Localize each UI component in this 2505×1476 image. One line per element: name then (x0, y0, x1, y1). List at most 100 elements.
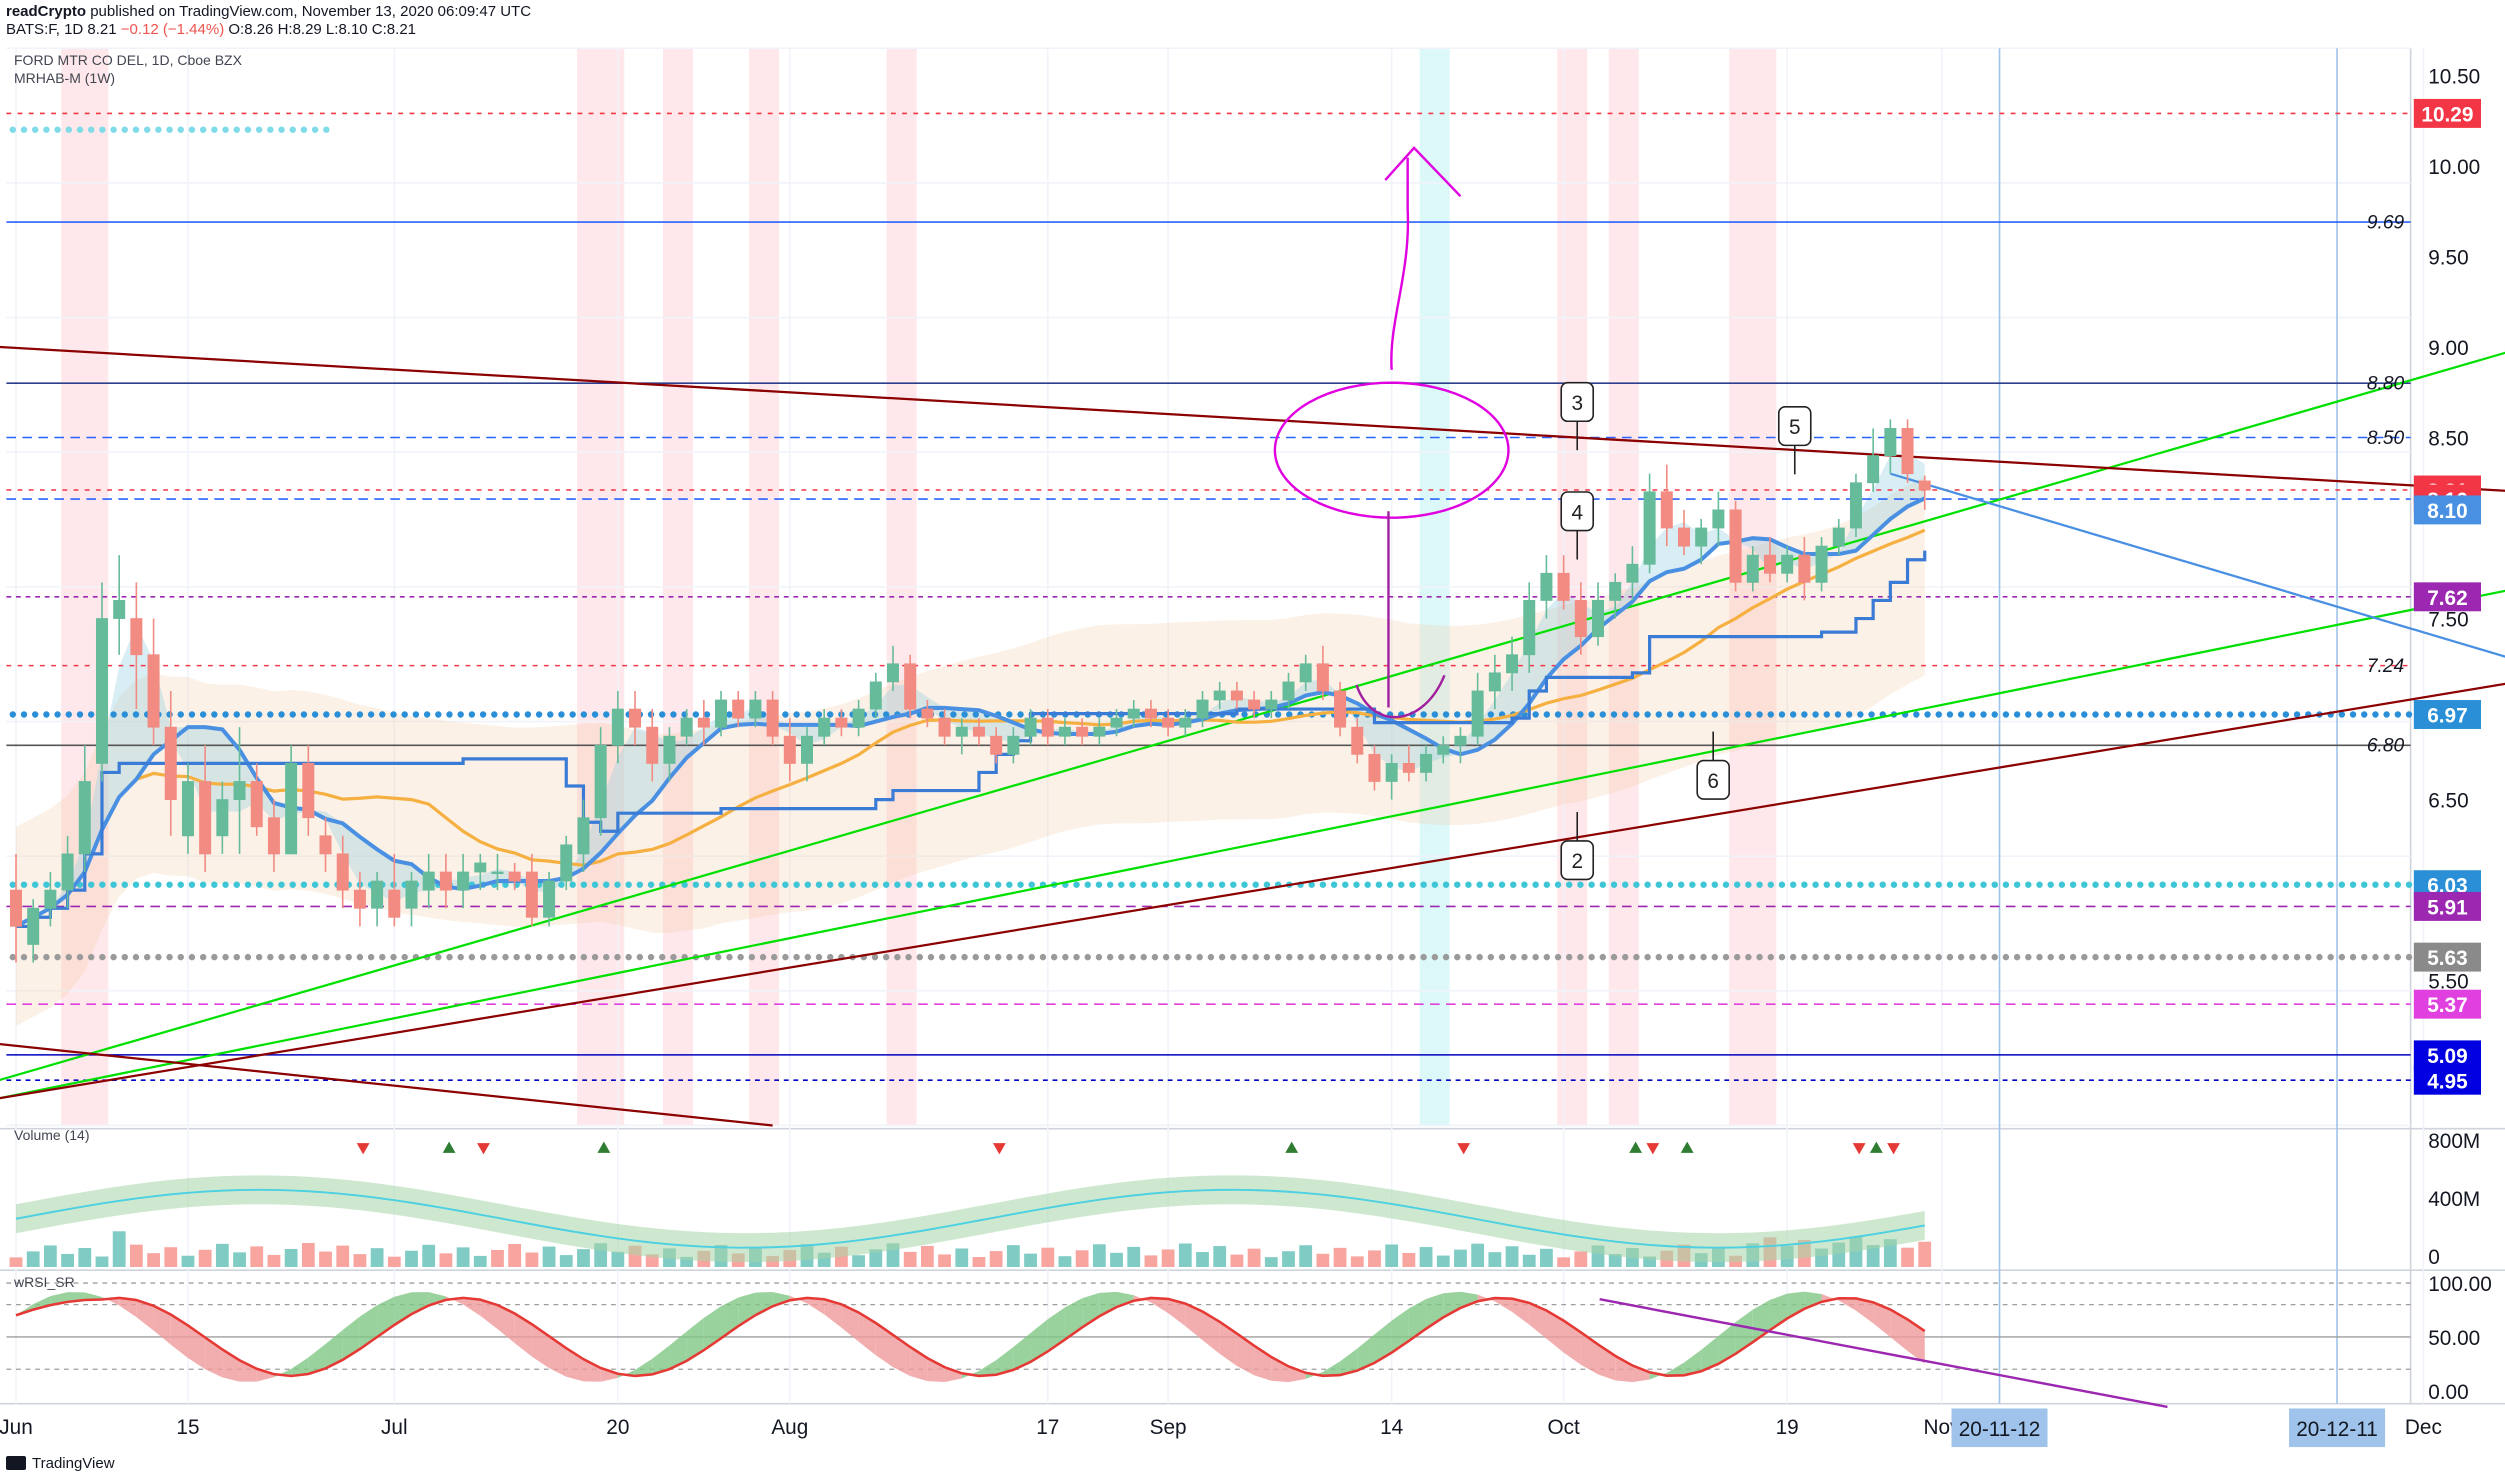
level-dot (1677, 953, 1685, 961)
level-dot (524, 953, 532, 961)
level-dot (87, 881, 95, 888)
level-dot (20, 953, 28, 961)
level-dot (1420, 953, 1427, 961)
volume-bar (267, 1254, 281, 1267)
level-dot (2249, 881, 2256, 888)
rsi-fill (1288, 1366, 1306, 1383)
candle-body (491, 871, 504, 875)
signal-triangle (1887, 1143, 1900, 1155)
level-dot (2137, 953, 2144, 961)
candle-body (353, 889, 366, 909)
level-dot (1174, 953, 1181, 961)
candle-body (78, 781, 91, 855)
rsi-fill (1546, 1310, 1564, 1353)
level-dot (43, 881, 50, 888)
level-dot (188, 881, 196, 888)
level-dot (1420, 881, 1427, 888)
volume-bar (1282, 1251, 1295, 1267)
level-dot (323, 126, 330, 133)
volume-bar (1918, 1241, 1932, 1267)
level-dot (1767, 711, 1774, 718)
candle-body (663, 735, 676, 764)
level-dot (1655, 881, 1663, 888)
candle-body (921, 708, 934, 719)
level-dot (99, 953, 106, 961)
symbol-name[interactable]: BATS:F, 1D (6, 21, 84, 38)
level-dot (2159, 881, 2166, 888)
rsi-fill (1787, 1291, 1805, 1319)
level-dot (2249, 953, 2256, 961)
level-dot (1017, 953, 1024, 961)
level-dot (1409, 881, 1416, 888)
price-tick-label: 5.50 (2428, 971, 2468, 994)
candle-body (1248, 699, 1261, 710)
level-dot (1487, 711, 1495, 718)
level-dot (9, 953, 16, 961)
level-dot (1196, 881, 1203, 888)
price-label-text: 5.63 (2427, 947, 2467, 970)
rsi-legend[interactable]: wRSI_SR (14, 1274, 75, 1290)
level-dot (1879, 953, 1886, 961)
level-dot (435, 711, 442, 718)
main-series-legend[interactable]: FORD MTR CO DEL, 1D, Cboe BZX (14, 52, 242, 68)
level-dot (188, 953, 196, 961)
volume-bar (1402, 1252, 1416, 1267)
candle-body (44, 889, 57, 909)
volume-legend[interactable]: Volume (14) (14, 1127, 90, 1143)
level-dot (390, 953, 397, 961)
level-dot (1543, 711, 1551, 718)
level-dot (121, 881, 128, 888)
level-dot (233, 711, 240, 718)
level-dot (1644, 881, 1651, 888)
level-dot (1644, 953, 1651, 961)
level-dot (199, 126, 207, 133)
volume-bar (61, 1253, 74, 1267)
tradingview-footer[interactable]: TradingView (6, 1455, 115, 1472)
candle-body (199, 781, 212, 855)
rsi-fill (652, 1345, 670, 1375)
level-dot (1588, 953, 1595, 961)
level-dot (1308, 881, 1315, 888)
callout-label: 5 (1789, 416, 1801, 439)
publisher-name[interactable]: readCrypto (6, 3, 87, 20)
level-dot (1666, 953, 1674, 961)
level-dot (1330, 881, 1338, 888)
level-dot (132, 711, 140, 718)
volume-tick-label: 400M (2428, 1188, 2480, 1211)
candle-body (886, 663, 899, 683)
level-dot (1845, 953, 1853, 961)
candle-body (1007, 735, 1020, 755)
tradingview-logo-icon (6, 1456, 26, 1470)
candle-body (1763, 554, 1776, 574)
candle-body (422, 871, 435, 891)
price-label-box (2413, 989, 2482, 1019)
level-dot (1745, 881, 1752, 888)
indicator-legend[interactable]: MRHAB-M (1W) (14, 70, 116, 86)
level-dot (199, 711, 207, 718)
level-dot (1342, 881, 1349, 888)
rsi-fill (1357, 1334, 1375, 1371)
price-label-box (2413, 1065, 2482, 1095)
level-dot (233, 881, 240, 888)
level-dot (2148, 953, 2155, 961)
level-dot (54, 953, 61, 961)
candle-body (1918, 480, 1931, 491)
rsi-fill (1563, 1320, 1581, 1365)
rsi-fill (1116, 1291, 1134, 1308)
level-dot (1577, 881, 1584, 888)
rsi-fill (1666, 1362, 1684, 1376)
level-dot (838, 881, 845, 888)
level-dot (222, 126, 229, 133)
rsi-pane: 100.00 50.00 0.00 (6, 1273, 2492, 1409)
level-dot (737, 953, 744, 961)
volume-bar (525, 1252, 539, 1267)
volume-bar (1144, 1255, 1158, 1267)
level-dot (2047, 711, 2054, 718)
level-dot (1599, 711, 1607, 718)
chart-root: 2 3 4 5 6 800M 400M 0 100.00 50.00 0.00 10.50 10.00 9… (0, 47, 2505, 1448)
level-dot (1006, 711, 1013, 718)
level-dot (54, 126, 61, 133)
level-dot (2316, 953, 2323, 961)
level-dot (356, 953, 364, 961)
